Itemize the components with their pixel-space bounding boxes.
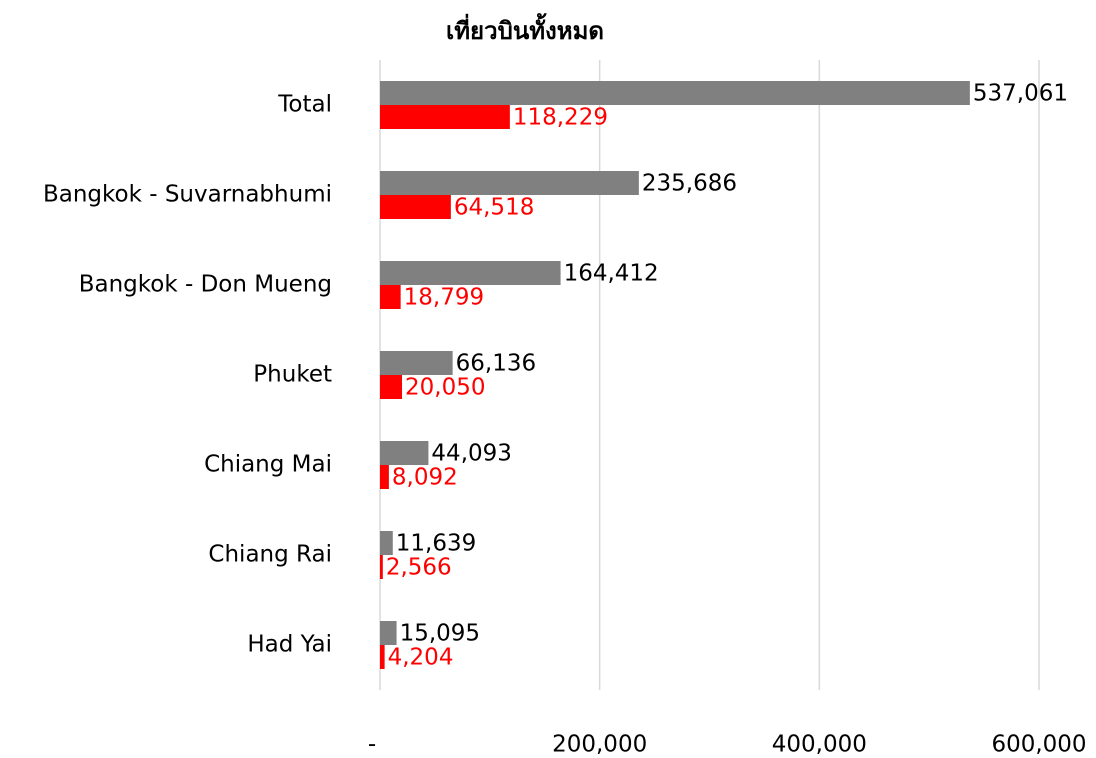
y-tick-label: Bangkok - Suvarnabhumi [43,182,332,208]
y-tick-label: Bangkok - Don Mueng [79,272,332,298]
value-label: 8,092 [392,465,458,491]
value-label: 64,518 [454,195,534,221]
y-tick-label: Phuket [253,362,332,388]
bar [380,375,403,399]
y-tick-label: Had Yai [247,632,332,658]
value-label: 164,412 [564,261,659,287]
bar [380,261,561,285]
bar [380,195,451,219]
x-tick-label: - [368,732,376,758]
x-tick-label: 200,000 [552,732,647,758]
value-label: 118,229 [513,105,608,131]
value-label: 44,093 [431,441,511,467]
y-tick-label: Chiang Mai [204,452,332,478]
value-label: 18,799 [404,285,484,311]
bar [380,441,429,465]
bar [380,531,393,555]
bar [380,81,970,105]
value-label: 235,686 [642,171,737,197]
value-label: 537,061 [973,81,1068,107]
x-tick-label: 400,000 [772,732,867,758]
value-label: 4,204 [388,645,454,671]
bar [380,465,389,489]
bar [380,105,510,129]
bar [380,351,453,375]
x-tick-label: 600,000 [991,732,1086,758]
value-label: 20,050 [405,375,485,401]
y-tick-label: Total [277,92,332,118]
bar [380,171,639,195]
bar [380,555,383,579]
bar [380,645,385,669]
value-label: 11,639 [396,531,476,557]
value-label: 2,566 [386,555,452,581]
bar [380,285,401,309]
y-tick-label: Chiang Rai [208,542,332,568]
chart-title: เที่ยวบินทั้งหมด [446,12,604,45]
bar [380,621,397,645]
value-label: 15,095 [400,621,480,647]
value-label: 66,136 [456,351,536,377]
